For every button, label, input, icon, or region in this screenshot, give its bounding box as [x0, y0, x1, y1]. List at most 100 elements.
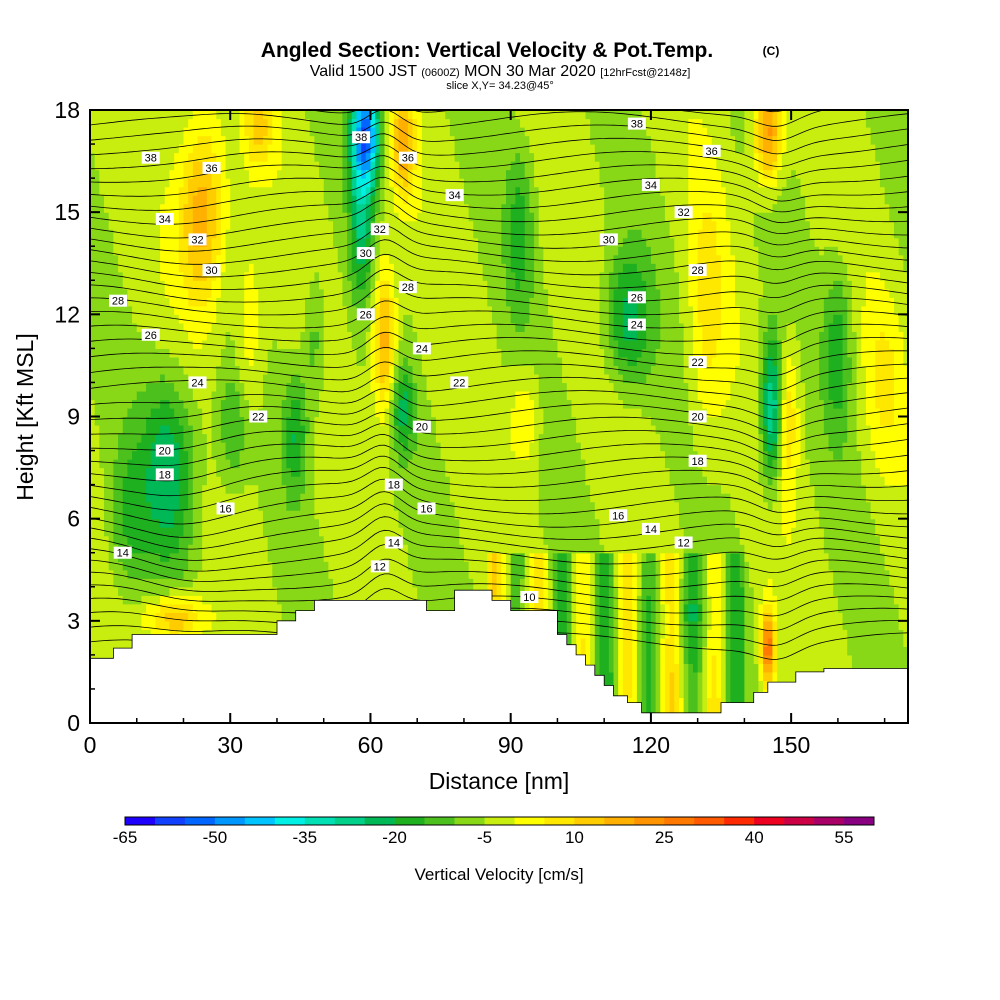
- velocity-cell: [333, 331, 339, 341]
- velocity-cell: [197, 195, 203, 205]
- velocity-cell: [379, 161, 386, 171]
- velocity-cell: [220, 280, 227, 290]
- velocity-cell: [407, 535, 414, 545]
- velocity-cell: [267, 425, 273, 435]
- velocity-cell: [398, 178, 404, 188]
- velocity-cell: [393, 518, 400, 528]
- velocity-cell: [188, 425, 194, 435]
- velocity-cell: [375, 518, 381, 528]
- velocity-cell: [206, 442, 213, 452]
- velocity-cell: [104, 229, 110, 239]
- velocity-cell: [342, 254, 348, 264]
- velocity-cell: [253, 544, 259, 554]
- velocity-cell: [122, 237, 128, 247]
- velocity-cell: [132, 561, 138, 571]
- velocity-cell: [99, 118, 105, 128]
- velocity-cell: [365, 220, 372, 230]
- velocity-cell: [220, 322, 227, 332]
- velocity-cell: [356, 271, 362, 281]
- velocity-cell: [178, 339, 185, 349]
- velocity-cell: [225, 476, 231, 486]
- velocity-cell: [272, 305, 278, 315]
- velocity-cell: [150, 229, 157, 239]
- velocity-cell: [90, 390, 96, 401]
- velocity-cell: [183, 254, 189, 264]
- velocity-cell: [113, 459, 119, 469]
- velocity-cell: [272, 569, 278, 579]
- velocity-cell: [300, 229, 306, 239]
- velocity-cell: [262, 433, 269, 443]
- velocity-cell: [328, 399, 334, 409]
- velocity-cell: [178, 476, 185, 486]
- velocity-cell: [127, 127, 133, 137]
- velocity-cell: [253, 459, 259, 469]
- velocity-cell: [225, 178, 231, 188]
- velocity-cell: [108, 110, 114, 120]
- velocity-cell: [407, 186, 414, 196]
- velocity-cell: [197, 450, 203, 460]
- velocity-cell: [248, 399, 255, 409]
- velocity-cell: [248, 612, 255, 622]
- velocity-cell: [108, 118, 114, 128]
- velocity-cell: [403, 433, 409, 443]
- velocity-cell: [90, 373, 96, 384]
- velocity-cell: [169, 629, 175, 639]
- velocity-cell: [192, 178, 199, 188]
- velocity-cell: [407, 373, 414, 384]
- velocity-cell: [323, 476, 329, 486]
- velocity-cell: [94, 331, 100, 341]
- velocity-cell: [99, 544, 105, 554]
- velocity-cell: [262, 373, 269, 384]
- velocity-cell: [248, 510, 255, 520]
- velocity-cell: [230, 518, 236, 528]
- velocity-cell: [211, 493, 217, 503]
- velocity-cell: [253, 237, 259, 247]
- velocity-cell: [188, 620, 194, 630]
- velocity-cell: [216, 331, 222, 341]
- velocity-cell: [230, 263, 236, 273]
- velocity-cell: [262, 595, 269, 605]
- velocity-cell: [104, 442, 110, 452]
- velocity-cell: [108, 305, 114, 315]
- velocity-cell: [90, 510, 96, 520]
- velocity-cell: [127, 586, 133, 596]
- velocity-cell: [305, 169, 311, 179]
- velocity-cell: [393, 552, 400, 562]
- velocity-cell: [94, 586, 100, 596]
- velocity-cell: [127, 280, 133, 290]
- velocity-cell: [122, 322, 128, 332]
- velocity-cell: [384, 595, 390, 605]
- velocity-cell: [146, 263, 152, 273]
- velocity-cell: [136, 373, 143, 384]
- velocity-cell: [127, 450, 133, 460]
- velocity-cell: [113, 144, 119, 154]
- velocity-cell: [253, 518, 259, 528]
- velocity-cell: [337, 578, 344, 588]
- velocity-cell: [389, 305, 395, 315]
- velocity-cell: [290, 416, 297, 426]
- velocity-cell: [206, 493, 213, 503]
- velocity-cell: [118, 246, 124, 256]
- velocity-cell: [253, 305, 259, 315]
- velocity-cell: [248, 595, 255, 605]
- velocity-cell: [389, 127, 395, 137]
- velocity-cell: [272, 110, 278, 120]
- velocity-cell: [94, 348, 100, 358]
- velocity-cell: [407, 195, 414, 205]
- velocity-cell: [230, 127, 236, 137]
- velocity-cell: [99, 186, 105, 196]
- velocity-cell: [295, 561, 301, 571]
- velocity-cell: [192, 280, 199, 290]
- velocity-cell: [202, 271, 208, 281]
- velocity-cell: [281, 544, 287, 554]
- velocity-cell: [155, 527, 161, 537]
- velocity-cell: [379, 433, 386, 443]
- velocity-cell: [309, 220, 315, 230]
- velocity-cell: [319, 450, 325, 460]
- velocity-cell: [230, 620, 236, 630]
- velocity-cell: [160, 195, 166, 205]
- velocity-cell: [267, 271, 273, 281]
- velocity-cell: [398, 416, 404, 426]
- velocity-cell: [300, 484, 306, 494]
- velocity-cell: [122, 110, 128, 120]
